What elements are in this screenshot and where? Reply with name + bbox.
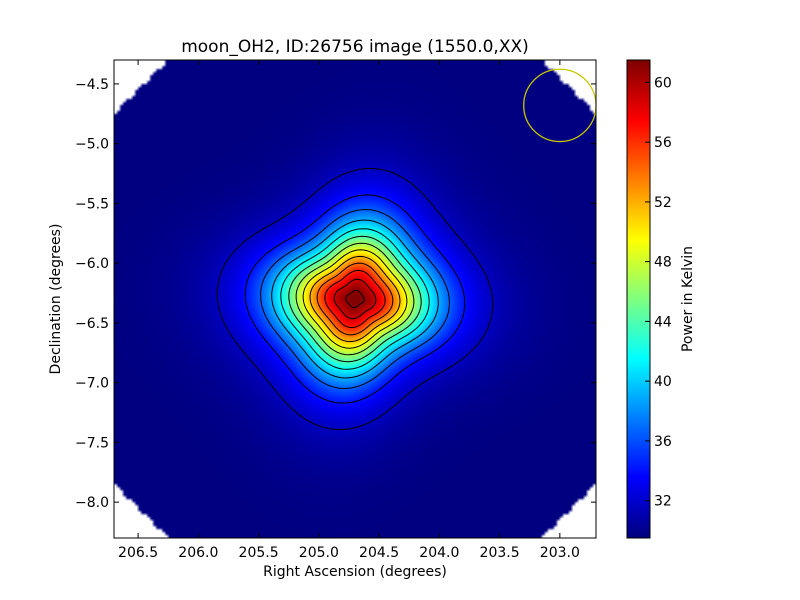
x-axis: 206.5 206.0 205.5 205.0 204.5 204.0 203.5 203.0 (118, 60, 580, 561)
x-axis-label: Right Ascension (degrees) (263, 564, 447, 580)
x-tick-label: 205.5 (239, 545, 279, 561)
colorbar-tick-label: 40 (654, 374, 672, 390)
contour-line (309, 255, 401, 343)
y-tick-label: −6.5 (75, 316, 109, 332)
contour-line (216, 167, 494, 431)
x-tick-label: 204.0 (419, 545, 459, 561)
contour-line (271, 219, 439, 379)
y-tick-label: −8.0 (75, 495, 109, 511)
contour-line (333, 278, 377, 320)
y-tick-label: −5.0 (75, 137, 109, 153)
contour-line (244, 194, 466, 404)
colorbar-tick-label: 56 (654, 135, 672, 151)
colorbar-tick-label: 48 (654, 255, 672, 271)
y-axis: −4.5 −5.0 −5.5 −6.0 −6.5 −7.0 −7.5 −8.0 (75, 77, 596, 511)
contour-line (324, 269, 386, 329)
contour-line (288, 235, 422, 363)
x-tick-label: 204.5 (359, 545, 399, 561)
colorbar-axis: 32 36 40 44 48 52 56 60 (645, 75, 672, 510)
x-tick-label: 205.0 (299, 545, 339, 561)
colorbar-label: Power in Kelvin (680, 246, 696, 352)
contour-line (345, 289, 365, 309)
contour-line (295, 242, 415, 356)
colorbar-tick-label: 36 (654, 434, 672, 450)
y-tick-label: −6.0 (75, 256, 109, 272)
colorbar-tick-label: 60 (654, 75, 672, 91)
y-tick-label: −7.5 (75, 435, 109, 451)
colorbar-tick-label: 32 (654, 494, 672, 510)
y-tick-label: −4.5 (75, 77, 109, 93)
y-tick-label: −5.5 (75, 196, 109, 212)
x-tick-label: 206.5 (118, 545, 158, 561)
contour-line (302, 249, 408, 349)
chart-title: moon_OH2, ID:26756 image (1550.0,XX) (181, 37, 529, 57)
contour-lines (216, 167, 494, 431)
x-tick-label: 203.5 (480, 545, 520, 561)
x-tick-label: 203.0 (540, 545, 580, 561)
contour-line (316, 262, 394, 336)
contour-line (280, 228, 430, 370)
colorbar (627, 60, 650, 538)
y-tick-label: −7.0 (75, 376, 109, 392)
colorbar-tick-label: 44 (654, 314, 672, 330)
y-axis-label: Declination (degrees) (48, 224, 64, 375)
contour-line (260, 208, 450, 390)
x-tick-label: 206.0 (178, 545, 218, 561)
heatmap-image (114, 60, 596, 538)
plot-frame (113, 59, 597, 539)
colorbar-tick-label: 52 (654, 195, 672, 211)
colorbar-frame (626, 59, 651, 539)
